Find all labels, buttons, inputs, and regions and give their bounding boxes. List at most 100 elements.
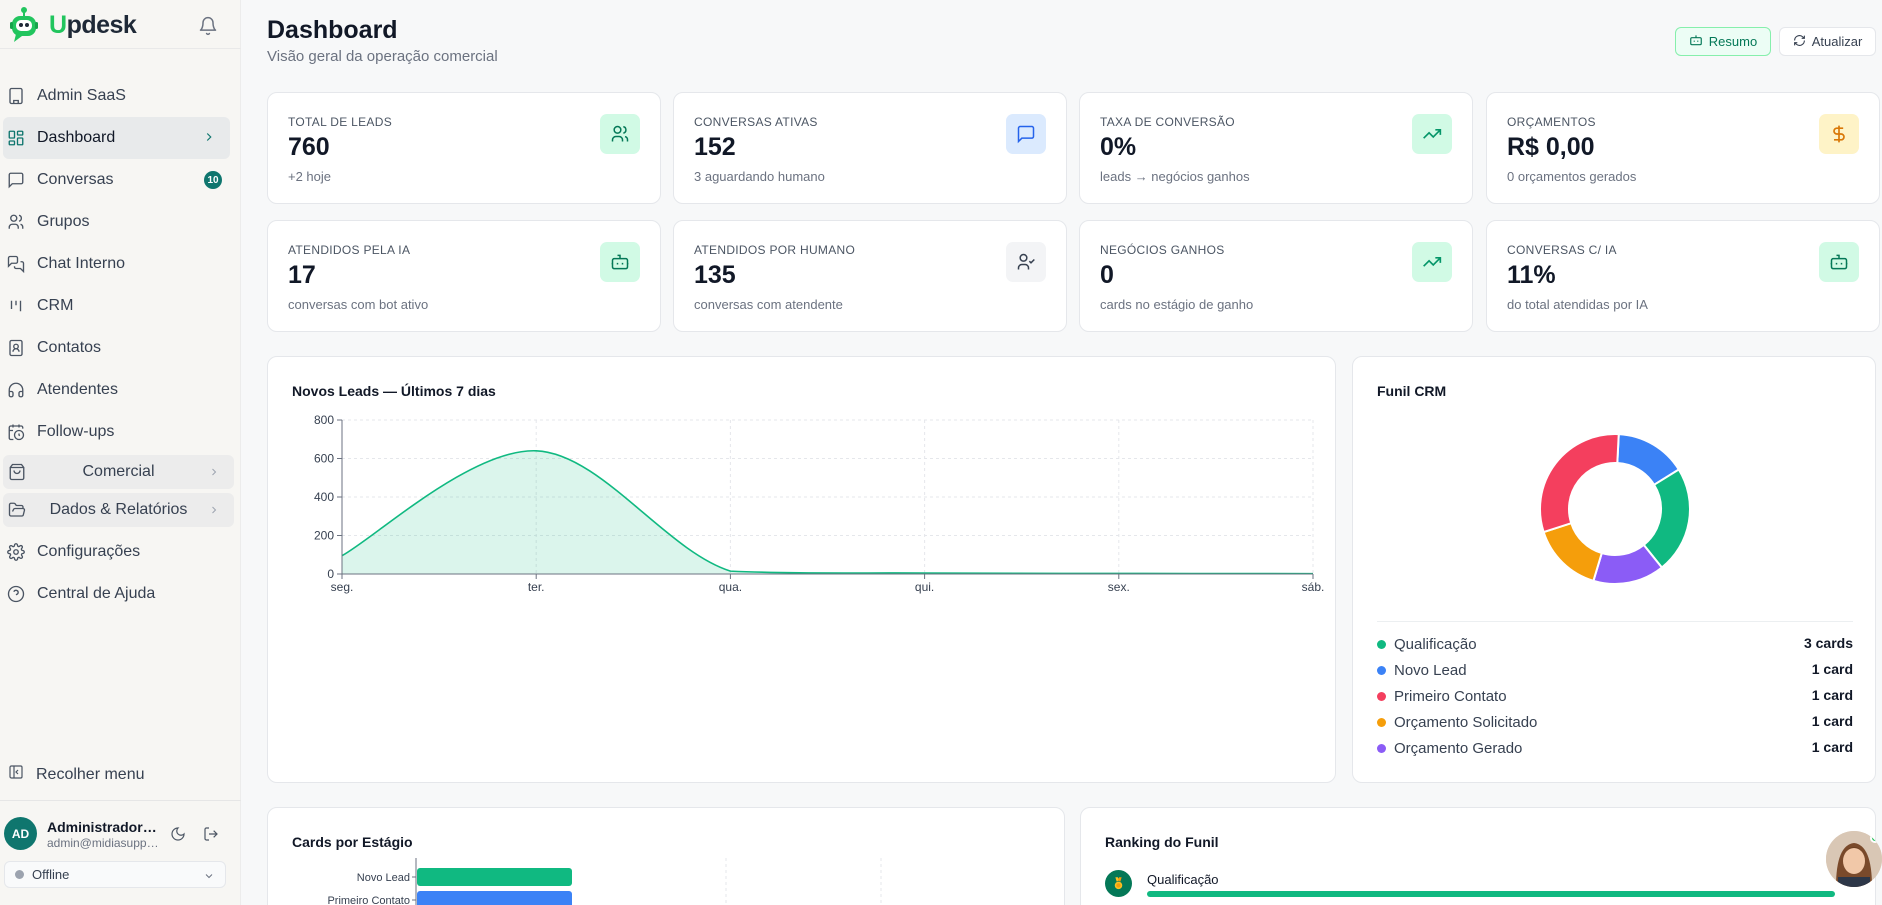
chevron-right-icon: [208, 465, 220, 483]
x-tick-label: ter.: [528, 580, 545, 594]
x-tick-label: sex.: [1108, 580, 1130, 594]
sidebar-item-central-de-ajuda[interactable]: Central de Ajuda: [0, 573, 241, 615]
legend-value: 1 card: [1811, 687, 1853, 703]
card-title: Ranking do Funil: [1105, 834, 1219, 850]
resumo-button[interactable]: Resumo: [1675, 27, 1771, 56]
sidebar-item-atendentes[interactable]: Atendentes: [0, 369, 241, 411]
building-icon: [7, 87, 25, 105]
bot-icon: [1819, 242, 1859, 282]
online-status-dot: [1870, 833, 1880, 843]
kpi-subtext: do total atendidas por IA: [1507, 297, 1648, 312]
dollar-icon: [1819, 114, 1859, 154]
avatar[interactable]: AD: [4, 817, 37, 850]
atualizar-button[interactable]: Atualizar: [1779, 27, 1876, 56]
kpi-conversas-ativas: CONVERSAS ATIVAS 152 3 aguardando humano: [673, 92, 1067, 204]
kpi-conversas-ia: CONVERSAS C/ IA 11% do total atendidas p…: [1486, 220, 1880, 332]
kpi-value: 17: [288, 261, 316, 289]
sidebar-item-label: CRM: [37, 297, 74, 314]
x-tick-label: sáb.: [1302, 580, 1325, 594]
legend-dot: [1377, 691, 1386, 701]
kpi-label: ATENDIDOS POR HUMANO: [694, 243, 856, 257]
card-title: Novos Leads — Últimos 7 dias: [292, 383, 496, 399]
kpi-negocios-ganhos: NEGÓCIOS GANHOS 0 cards no estágio de ga…: [1079, 220, 1473, 332]
kpi-value: R$ 0,00: [1507, 133, 1595, 161]
kpi-total-leads: TOTAL DE LEADS 760 +2 hoje: [267, 92, 661, 204]
leads-chart-card: Novos Leads — Últimos 7 dias 0 200 400 600 8…: [267, 356, 1336, 783]
message-square-icon: [1006, 114, 1046, 154]
divider: [0, 48, 241, 49]
sidebar-item-label: Configurações: [37, 543, 141, 560]
notifications-bell-icon[interactable]: [198, 16, 220, 38]
kpi-label: CONVERSAS C/ IA: [1507, 243, 1617, 257]
kpi-label: TAXA DE CONVERSÃO: [1100, 115, 1235, 129]
users-icon: [600, 114, 640, 154]
atualizar-label: Atualizar: [1811, 34, 1863, 49]
robot-logo-icon: [10, 7, 38, 42]
divider: [1377, 621, 1853, 622]
messages-icon: [7, 255, 25, 273]
legend-label: Orçamento Gerado: [1394, 739, 1523, 757]
sidebar: Updesk Admin SaaS Dashboard Conversas 10…: [0, 0, 241, 905]
sidebar-group-comercial[interactable]: Comercial: [3, 455, 234, 489]
bot-icon: [600, 242, 640, 282]
legend-dot: [1377, 665, 1386, 675]
sidebar-item-label: Admin SaaS: [37, 87, 126, 104]
status-dot: [15, 870, 24, 879]
kpi-value: 0: [1100, 261, 1114, 289]
headphones-icon: [7, 381, 25, 399]
legend-dot: [1377, 639, 1386, 649]
sidebar-item-conversas[interactable]: Conversas 10: [0, 159, 241, 201]
sidebar-item-follow-ups[interactable]: Follow-ups: [0, 411, 241, 453]
resumo-label: Resumo: [1708, 34, 1758, 49]
funnel-card: Funil CRM Qualificação 3 cards Novo Lead 1…: [1352, 356, 1876, 783]
kpi-label: ORÇAMENTOS: [1507, 115, 1596, 129]
kpi-label: NEGÓCIOS GANHOS: [1100, 243, 1225, 257]
card-title: Funil CRM: [1377, 383, 1447, 399]
y-tick-label: 200: [314, 529, 334, 543]
chevron-right-icon: [202, 130, 216, 149]
stage-bar: [417, 891, 572, 905]
brand-name: Updesk: [49, 10, 137, 39]
user-check-icon: [1006, 242, 1046, 282]
sidebar-item-dashboard[interactable]: Dashboard: [3, 117, 230, 159]
sidebar-item-label: Follow-ups: [37, 423, 115, 440]
y-tick-label: Primeiro Contato: [327, 895, 410, 905]
ranking-bar: [1147, 891, 1835, 897]
funnel-donut-chart: [1539, 433, 1691, 585]
divider: [0, 800, 241, 801]
support-agent-avatar[interactable]: [1826, 831, 1882, 887]
sidebar-item-admin-saas[interactable]: Admin SaaS: [0, 75, 241, 117]
sidebar-item-grupos[interactable]: Grupos: [0, 201, 241, 243]
sidebar-group-dados-relatorios[interactable]: Dados & Relatórios: [3, 493, 234, 527]
legend-item: Qualificação 3 cards: [1377, 631, 1853, 657]
logout-icon[interactable]: [203, 826, 219, 847]
stage-bar: [417, 868, 572, 886]
y-tick-label: 800: [314, 413, 334, 427]
kpi-taxa-conversao: TAXA DE CONVERSÃO 0% leads → negócios ga…: [1079, 92, 1473, 204]
refresh-icon: [1793, 34, 1806, 50]
status-select[interactable]: Offline: [4, 861, 226, 888]
legend-item: Orçamento Solicitado 1 card: [1377, 709, 1853, 735]
sidebar-item-crm[interactable]: CRM: [0, 285, 241, 327]
sidebar-item-chat-interno[interactable]: Chat Interno: [0, 243, 241, 285]
collapse-menu-button[interactable]: Recolher menu: [8, 764, 145, 785]
gear-icon: [7, 543, 25, 561]
moon-icon[interactable]: [170, 826, 186, 847]
sidebar-item-contatos[interactable]: Contatos: [0, 327, 241, 369]
legend-dot: [1377, 743, 1386, 753]
status-value: Offline: [32, 867, 70, 882]
legend-item: Primeiro Contato 1 card: [1377, 683, 1853, 709]
kpi-subtext: 0 orçamentos gerados: [1507, 169, 1637, 184]
sidebar-group-label: Comercial: [82, 463, 155, 480]
stages-bar-chart: Novo Lead Primeiro Contato: [327, 858, 882, 905]
app-logo[interactable]: Updesk: [10, 6, 137, 44]
legend-value: 3 cards: [1803, 635, 1853, 651]
sidebar-item-configuracoes[interactable]: Configurações: [0, 531, 241, 573]
unread-badge: 10: [204, 171, 222, 189]
legend-dot: [1377, 717, 1386, 727]
y-tick-label: 0: [327, 567, 334, 581]
funnel-legend: Qualificação 3 cards Novo Lead 1 card Prim…: [1377, 631, 1853, 761]
sidebar-item-label: Dashboard: [37, 129, 116, 146]
kpi-subtext: leads → negócios ganhos: [1100, 169, 1250, 184]
y-tick-label: 600: [314, 452, 334, 466]
